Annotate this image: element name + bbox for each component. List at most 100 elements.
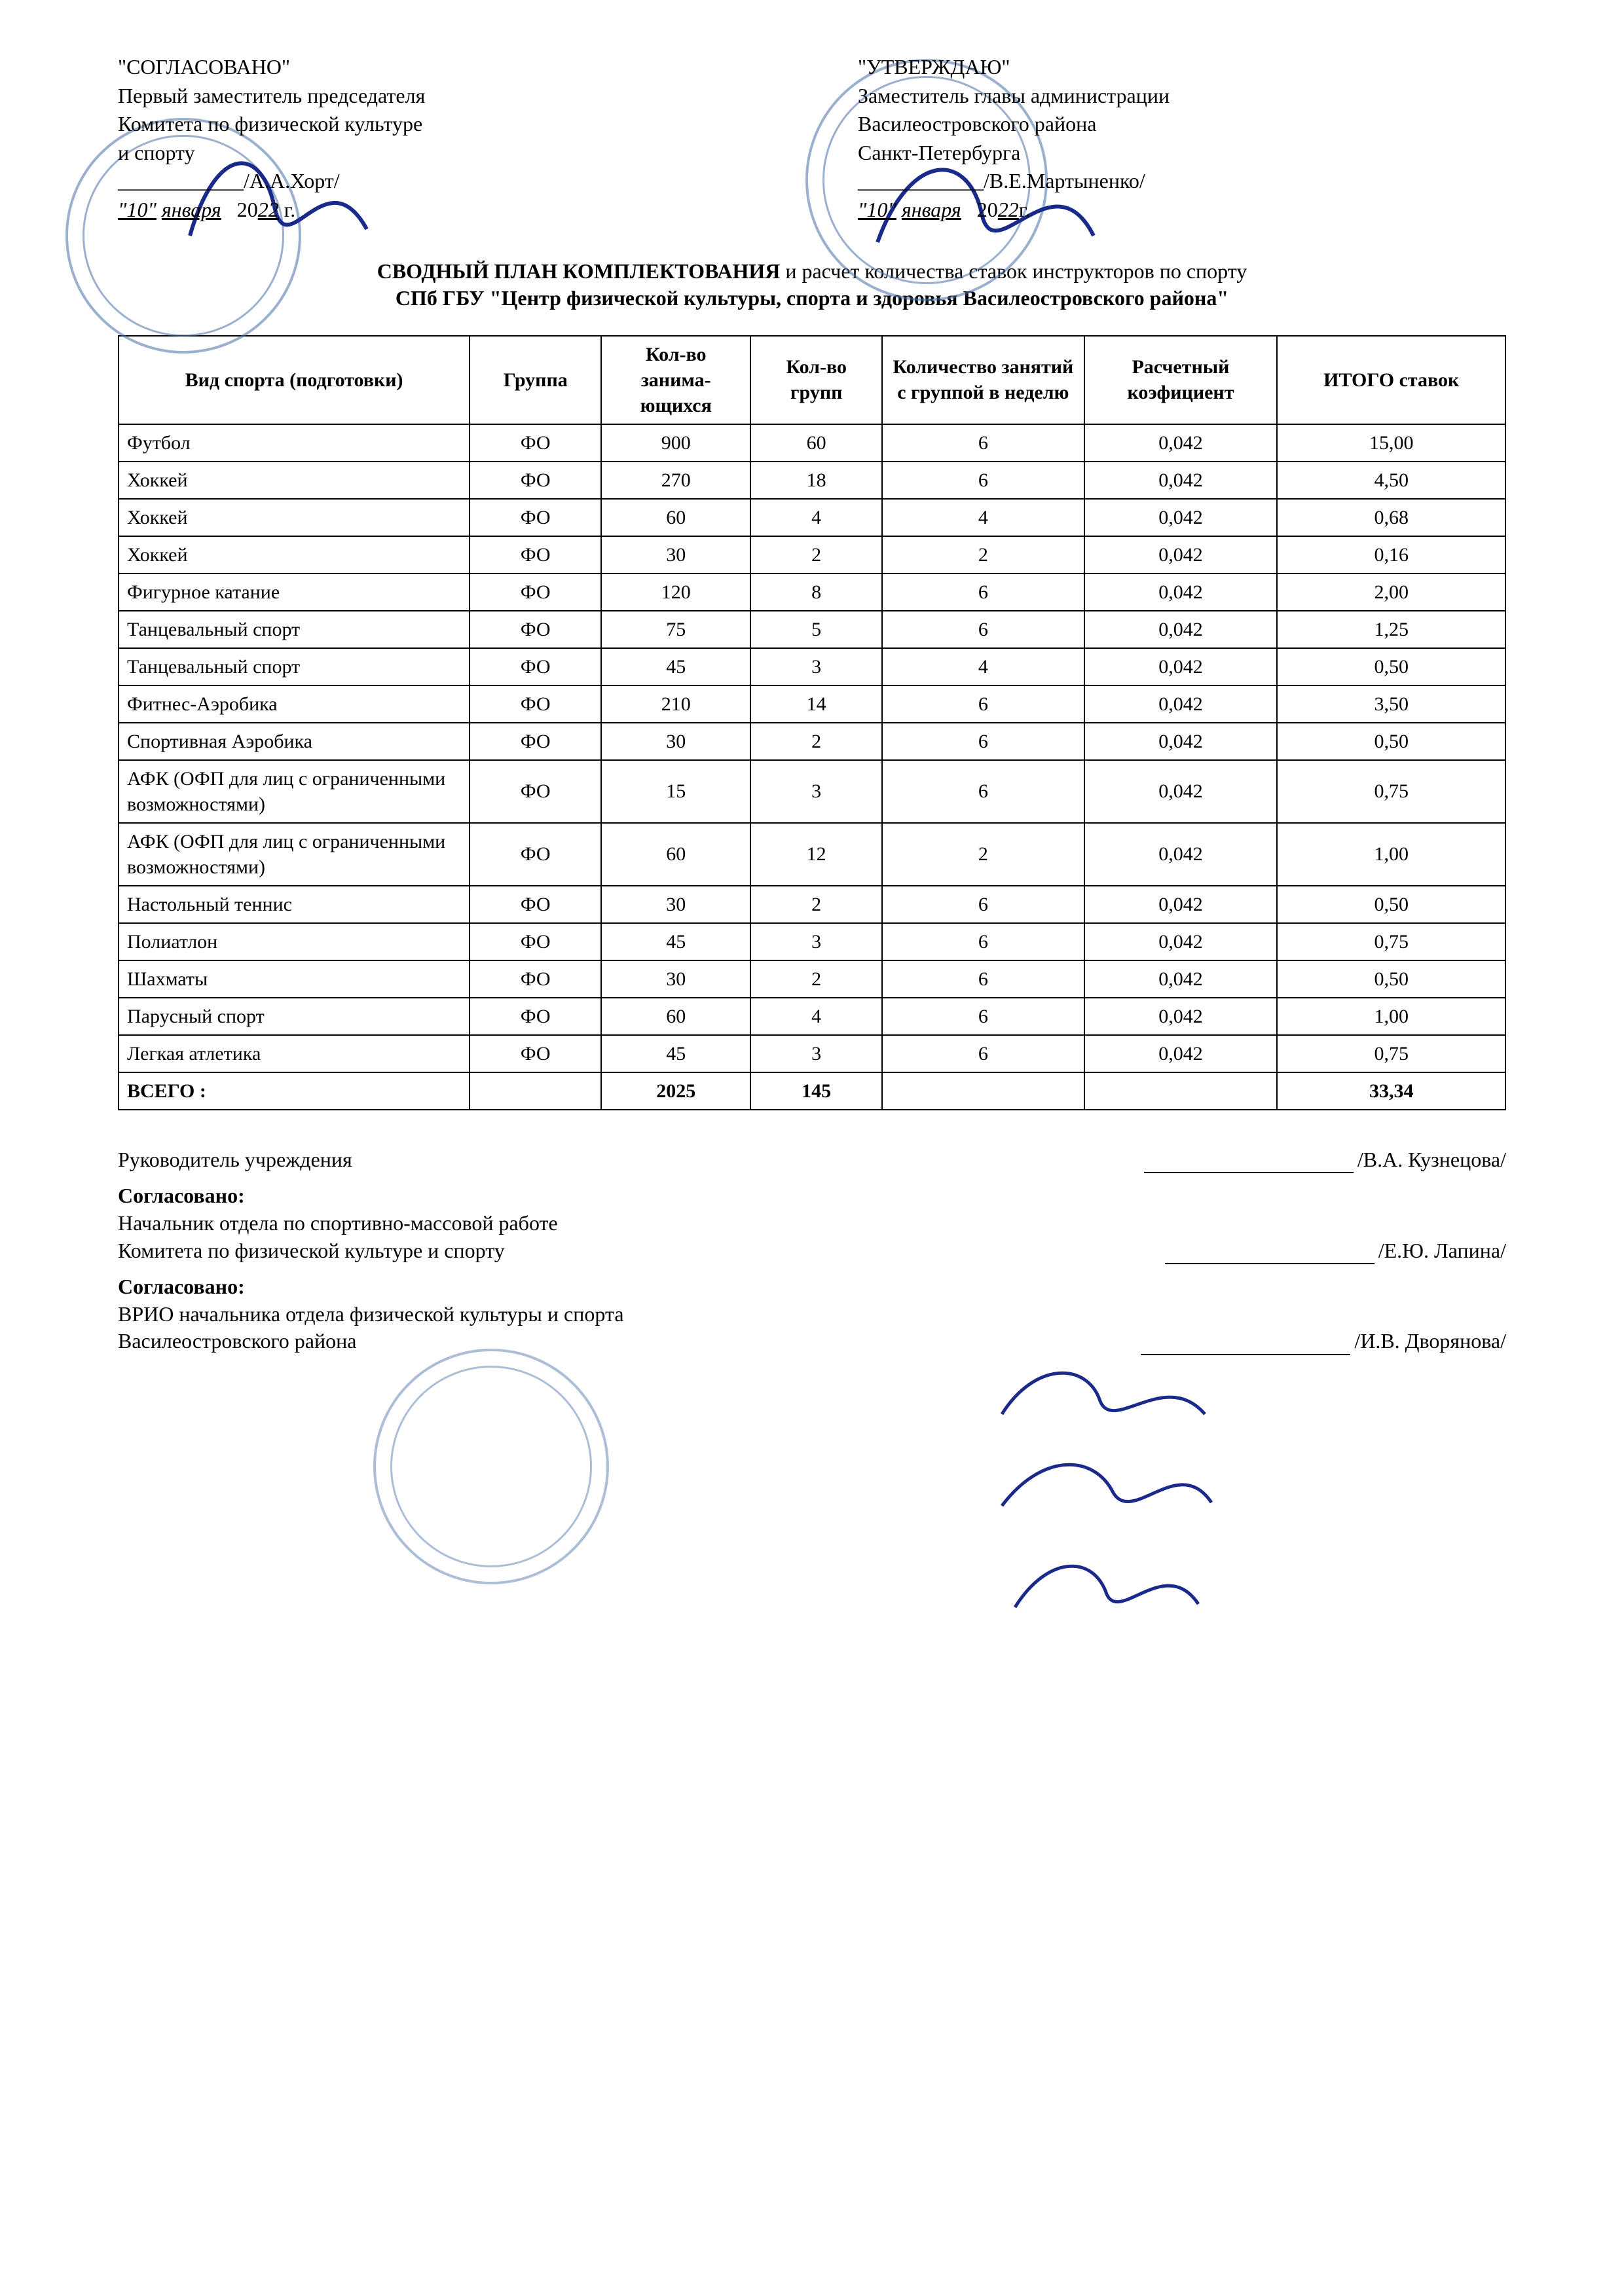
approval-right-month: января <box>902 198 961 221</box>
table-cell: ФО <box>470 611 601 648</box>
table-total-cell <box>882 1072 1084 1110</box>
table-total-row: ВСЕГО :202514533,34 <box>119 1072 1505 1110</box>
table-row: ХоккейФО60440,0420,68 <box>119 499 1505 536</box>
table-row: ШахматыФО30260,0420,50 <box>119 960 1505 998</box>
table-cell: 270 <box>601 462 750 499</box>
table-cell: 45 <box>601 648 750 685</box>
table-cell: 6 <box>882 886 1084 923</box>
table-cell: 3 <box>750 923 882 960</box>
table-header-row: Вид спорта (подготовки) Группа Кол-во за… <box>119 336 1505 424</box>
footer: Руководитель учреждения /В.А. Кузнецова/… <box>118 1146 1506 1355</box>
table-cell: 3 <box>750 648 882 685</box>
table-cell: 0,75 <box>1277 760 1505 823</box>
signature-lapina <box>995 1440 1218 1525</box>
table-cell: Шахматы <box>119 960 470 998</box>
col-header-group: Группа <box>470 336 601 424</box>
table-cell: 6 <box>882 923 1084 960</box>
approval-left-line2: Комитета по физической культуре <box>118 111 766 138</box>
table-cell: Футбол <box>119 424 470 462</box>
approval-left-signatory-name: /А.А.Хорт/ <box>244 169 340 192</box>
footer-agree2: ВРИО начальника отдела физической культу… <box>118 1301 911 1355</box>
table-cell: 2,00 <box>1277 574 1505 611</box>
approval-left-heading: "СОГЛАСОВАНО" <box>118 54 766 81</box>
approval-left-year-suffix: 22 <box>258 198 279 221</box>
approval-right-line1: Заместитель главы администрации <box>858 82 1506 110</box>
approval-right-signatory-name: /В.Е.Мартыненко/ <box>984 169 1145 192</box>
table-cell: 0,50 <box>1277 886 1505 923</box>
table-row: Фигурное катаниеФО120860,0422,00 <box>119 574 1505 611</box>
table-cell: 0,042 <box>1084 574 1278 611</box>
table-row: Настольный теннисФО30260,0420,50 <box>119 886 1505 923</box>
table-cell: Хоккей <box>119 462 470 499</box>
title-rest: и расчет количества ставок инструкторов … <box>780 259 1247 283</box>
table-cell: 210 <box>601 685 750 723</box>
approval-right-heading: "УТВЕРЖДАЮ" <box>858 54 1506 81</box>
table-cell: 120 <box>601 574 750 611</box>
footer-agree1-line2: Комитета по физической культуре и спорту <box>118 1237 911 1265</box>
table-cell: 4 <box>882 499 1084 536</box>
table-body: ФутболФО9006060,04215,00ХоккейФО2701860,… <box>119 424 1505 1110</box>
approval-right-year-suffix: 22 <box>998 198 1019 221</box>
col-header-coef: Расчетный коэфициент <box>1084 336 1278 424</box>
table-row: Парусный спортФО60460,0421,00 <box>119 998 1505 1035</box>
table-cell: АФК (ОФП для лиц с ограниченными возможн… <box>119 760 470 823</box>
approval-left-line1: Первый заместитель председателя <box>118 82 766 110</box>
title-main: СВОДНЫЙ ПЛАН КОМПЛЕКТОВАНИЯ <box>377 259 781 283</box>
table-cell: 8 <box>750 574 882 611</box>
table-cell: ФО <box>470 923 601 960</box>
table-cell: Хоккей <box>119 499 470 536</box>
approval-right-year-tail: г. <box>1019 198 1031 221</box>
table-cell: 0,042 <box>1084 536 1278 574</box>
table-cell: 2 <box>882 536 1084 574</box>
table-cell: 6 <box>882 760 1084 823</box>
table-cell: ФО <box>470 499 601 536</box>
approval-left-date: "10" января 2022 г. <box>118 196 766 224</box>
table-cell: 18 <box>750 462 882 499</box>
table-total-cell <box>470 1072 601 1110</box>
footer-head-label: Руководитель учреждения <box>118 1146 911 1174</box>
table-cell: 30 <box>601 536 750 574</box>
approval-right-day: "10" <box>858 198 896 221</box>
table-row: АФК (ОФП для лиц с ограниченными возможн… <box>119 823 1505 886</box>
table-cell: 0,042 <box>1084 723 1278 760</box>
table-cell: ФО <box>470 998 601 1035</box>
table-cell: 0,50 <box>1277 648 1505 685</box>
table-row: ХоккейФО30220,0420,16 <box>119 536 1505 574</box>
table-cell: 0,042 <box>1084 960 1278 998</box>
table-cell: 60 <box>601 499 750 536</box>
table-cell: 0,042 <box>1084 1035 1278 1072</box>
table-cell: 6 <box>882 1035 1084 1072</box>
table-cell: Хоккей <box>119 536 470 574</box>
table-cell: 0,042 <box>1084 923 1278 960</box>
table-cell: 4 <box>750 998 882 1035</box>
table-row: Танцевальный спортФО45340,0420,50 <box>119 648 1505 685</box>
table-row: АФК (ОФП для лиц с ограниченными возможн… <box>119 760 1505 823</box>
table-cell: 15,00 <box>1277 424 1505 462</box>
table-cell: 75 <box>601 611 750 648</box>
staffing-table: Вид спорта (подготовки) Группа Кол-во за… <box>118 335 1506 1110</box>
table-cell: 0,042 <box>1084 424 1278 462</box>
col-header-total: ИТОГО ставок <box>1277 336 1505 424</box>
col-header-sport: Вид спорта (подготовки) <box>119 336 470 424</box>
footer-agree-label-1: Согласовано: <box>118 1182 1506 1210</box>
table-cell: ФО <box>470 823 601 886</box>
table-cell: 6 <box>882 462 1084 499</box>
table-cell: Парусный спорт <box>119 998 470 1035</box>
table-cell: 0,16 <box>1277 536 1505 574</box>
table-cell: 15 <box>601 760 750 823</box>
footer-head-sign: /В.А. Кузнецова/ <box>911 1146 1506 1174</box>
table-cell: 0,042 <box>1084 611 1278 648</box>
table-cell: Полиатлон <box>119 923 470 960</box>
table-cell: 3 <box>750 1035 882 1072</box>
approval-right-line3: Санкт-Петербурга <box>858 139 1506 167</box>
table-cell: ФО <box>470 760 601 823</box>
approval-left: "СОГЛАСОВАНО" Первый заместитель председ… <box>118 52 766 225</box>
table-cell: 1,25 <box>1277 611 1505 648</box>
table-cell: Фигурное катание <box>119 574 470 611</box>
table-cell: 30 <box>601 723 750 760</box>
table-cell: ФО <box>470 685 601 723</box>
document-title: СВОДНЫЙ ПЛАН КОМПЛЕКТОВАНИЯ и расчет кол… <box>118 258 1506 312</box>
table-cell: 1,00 <box>1277 998 1505 1035</box>
table-cell: 6 <box>882 611 1084 648</box>
approval-left-year-prefix: 20 <box>237 198 258 221</box>
